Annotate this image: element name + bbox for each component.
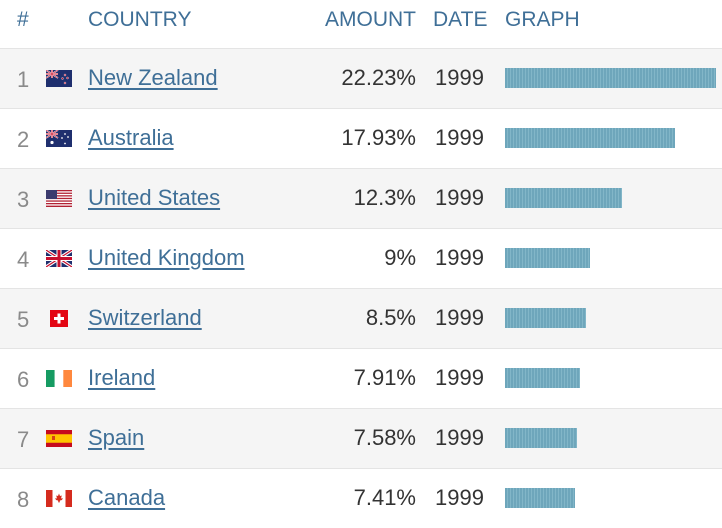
amount-value: 12.3% xyxy=(353,185,416,210)
rank-number: 1 xyxy=(17,67,30,92)
table-header: # COUNTRY AMOUNT DATE GRAPH xyxy=(0,0,722,48)
country-link[interactable]: Australia xyxy=(88,125,174,150)
date-value: 1999 xyxy=(435,245,484,270)
table-row: 2 Australia 17.93% 1999 xyxy=(0,108,722,168)
country-link[interactable]: Canada xyxy=(88,485,166,510)
date-value: 1999 xyxy=(435,305,484,330)
country-link[interactable]: Switzerland xyxy=(88,305,202,330)
rank-number: 4 xyxy=(17,247,30,272)
rank-number: 3 xyxy=(17,187,30,212)
amount-bar xyxy=(505,368,580,388)
header-graph: GRAPH xyxy=(505,8,580,31)
amount-value: 7.41% xyxy=(353,485,416,510)
amount-value: 7.58% xyxy=(353,425,416,450)
rank-number: 6 xyxy=(17,367,30,392)
table-row: 8 Canada 7.41% 1999 xyxy=(0,468,722,528)
amount-value: 9% xyxy=(384,245,416,270)
table-row: 1 New Zealand 22.23% 1999 xyxy=(0,48,722,108)
country-link[interactable]: United Kingdom xyxy=(88,245,245,270)
spain-flag-icon xyxy=(46,430,72,447)
amount-bar xyxy=(505,188,622,208)
amount-value: 22.23% xyxy=(341,65,416,90)
amount-bar xyxy=(505,128,675,148)
amount-bar xyxy=(505,68,716,88)
header-amount[interactable]: AMOUNT xyxy=(325,8,416,31)
date-value: 1999 xyxy=(435,185,484,210)
date-value: 1999 xyxy=(435,65,484,90)
country-link[interactable]: Spain xyxy=(88,425,145,450)
rank-number: 2 xyxy=(17,127,30,152)
amount-value: 7.91% xyxy=(353,365,416,390)
date-value: 1999 xyxy=(435,365,484,390)
country-link[interactable]: New Zealand xyxy=(88,65,218,90)
header-date[interactable]: DATE xyxy=(433,8,488,31)
table-row: 5 Switzerland 8.5% 1999 xyxy=(0,288,722,348)
new-zealand-flag-icon xyxy=(46,70,72,87)
table-row: 7 Spain 7.58% 1999 xyxy=(0,408,722,468)
canada-flag-icon xyxy=(46,490,72,507)
date-value: 1999 xyxy=(435,425,484,450)
amount-value: 17.93% xyxy=(341,125,416,150)
date-value: 1999 xyxy=(435,485,484,510)
amount-bar xyxy=(505,488,575,508)
amount-value: 8.5% xyxy=(365,305,416,330)
switzerland-flag-icon xyxy=(46,310,72,327)
united-kingdom-flag-icon xyxy=(46,250,72,267)
australia-flag-icon xyxy=(46,130,72,147)
table-row: 4 United Kingdom 9% 1999 xyxy=(0,228,722,288)
rank-number: 7 xyxy=(17,427,30,452)
table-body: 1 New Zealand 22.23% 1999 2 Australia 17.93% 19… xyxy=(0,48,722,528)
country-link[interactable]: Ireland xyxy=(88,365,156,390)
amount-bar xyxy=(505,248,590,268)
united-states-flag-icon xyxy=(46,190,72,207)
ireland-flag-icon xyxy=(46,370,72,387)
header-rank[interactable]: # xyxy=(17,8,29,31)
date-value: 1999 xyxy=(435,125,484,150)
rank-number: 8 xyxy=(17,487,30,512)
amount-bar xyxy=(505,428,577,448)
country-link[interactable]: United States xyxy=(88,185,221,210)
rank-number: 5 xyxy=(17,307,30,332)
table-row: 6 Ireland 7.91% 1999 xyxy=(0,348,722,408)
amount-bar xyxy=(505,308,586,328)
table-row: 3 United States 12.3% 1999 xyxy=(0,168,722,228)
header-country[interactable]: COUNTRY xyxy=(88,8,192,31)
